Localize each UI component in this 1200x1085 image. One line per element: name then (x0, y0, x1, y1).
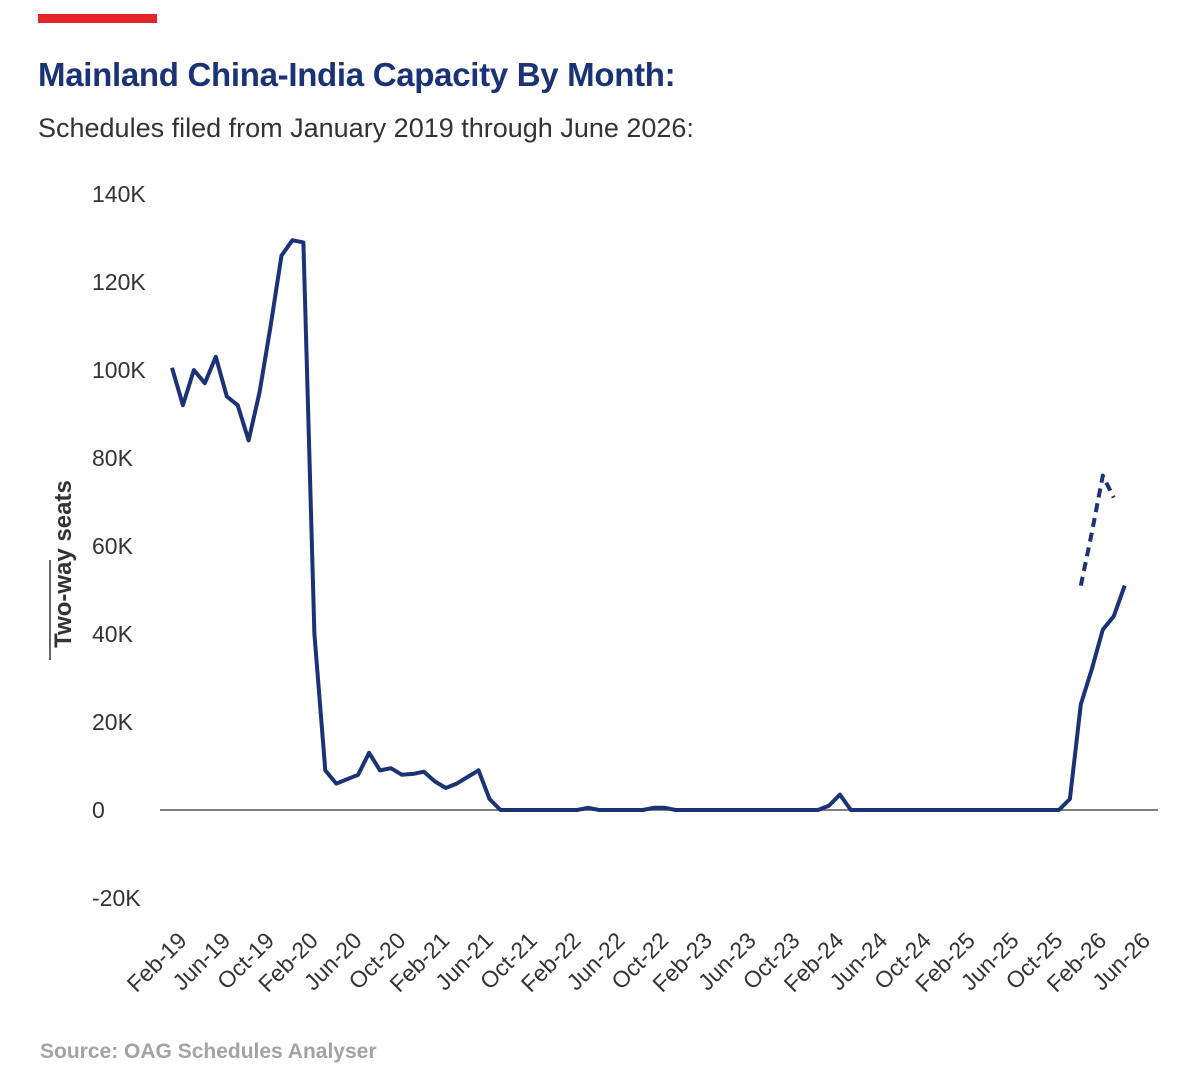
chart-title: Mainland China-India Capacity By Month: (38, 56, 676, 93)
y-tick-label: -20K (92, 885, 141, 911)
y-tick-label: 0 (92, 797, 105, 823)
series-line-projected (1078, 473, 1116, 587)
y-tick-label: 40K (92, 621, 134, 647)
chart-subtitle: Schedules filed from January 2019 throug… (38, 113, 694, 143)
series-layer (170, 238, 1127, 812)
y-tick-label: 140K (92, 181, 146, 207)
x-axis-ticks: Feb-19Jun-19Oct-19Feb-20Jun-20Oct-20Feb-… (122, 927, 1156, 997)
y-axis-ticks: -20K 0 20K 40K 60K 80K 100K 120K 140K (92, 181, 146, 911)
series-line (170, 238, 1127, 812)
y-tick-label: 20K (92, 709, 134, 735)
y-tick-label: 100K (92, 357, 146, 383)
accent-bar (38, 14, 157, 23)
y-tick-label: 80K (92, 445, 134, 471)
y-tick-label: 60K (92, 533, 134, 559)
y-tick-label: 120K (92, 269, 146, 295)
source-note: Source: OAG Schedules Analyser (40, 1040, 377, 1063)
y-axis-title: Two-way seats (50, 480, 77, 648)
